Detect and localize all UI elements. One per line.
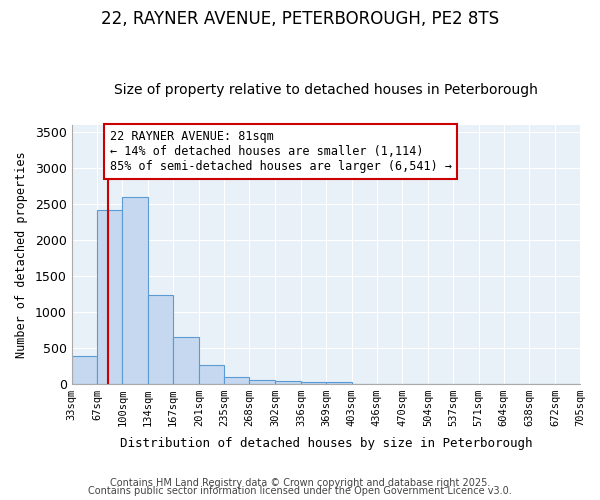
- Bar: [71, 356, 97, 384]
- Text: Contains public sector information licensed under the Open Government Licence v3: Contains public sector information licen…: [88, 486, 512, 496]
- Bar: [148, 295, 173, 384]
- Bar: [275, 380, 301, 384]
- Text: 22, RAYNER AVENUE, PETERBOROUGH, PE2 8TS: 22, RAYNER AVENUE, PETERBOROUGH, PE2 8TS: [101, 10, 499, 28]
- X-axis label: Distribution of detached houses by size in Peterborough: Distribution of detached houses by size …: [119, 437, 532, 450]
- Title: Size of property relative to detached houses in Peterborough: Size of property relative to detached ho…: [114, 83, 538, 97]
- Text: 22 RAYNER AVENUE: 81sqm
← 14% of detached houses are smaller (1,114)
85% of semi: 22 RAYNER AVENUE: 81sqm ← 14% of detache…: [110, 130, 452, 172]
- Y-axis label: Number of detached properties: Number of detached properties: [15, 151, 28, 358]
- Text: Contains HM Land Registry data © Crown copyright and database right 2025.: Contains HM Land Registry data © Crown c…: [110, 478, 490, 488]
- Bar: [199, 365, 224, 384]
- Bar: [122, 196, 148, 384]
- Bar: [301, 382, 326, 384]
- Bar: [97, 210, 122, 384]
- Bar: [224, 378, 250, 384]
- Bar: [250, 380, 275, 384]
- Bar: [326, 382, 352, 384]
- Bar: [173, 338, 199, 384]
